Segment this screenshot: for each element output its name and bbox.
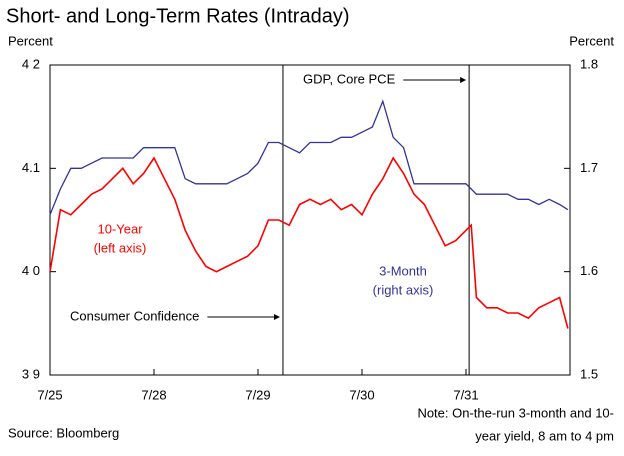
y-tick-label: 4 0 (22, 263, 40, 278)
chart-title: Short- and Long-Term Rates (Intraday) (6, 5, 350, 27)
source: Source: Bloomberg (8, 425, 119, 440)
series-note: (right axis) (373, 282, 434, 297)
y2-tick-label: 1.7 (580, 160, 598, 175)
note: year yield, 8 am to 4 pm (475, 428, 614, 443)
series-label: 10-Year (97, 221, 143, 236)
y-axis-label: Percent (8, 33, 53, 48)
y2-axis-label: Percent (569, 33, 614, 48)
y-tick-label: 3 9 (22, 366, 40, 381)
series-line (49, 156, 569, 329)
x-tick-label: 7/30 (349, 387, 374, 402)
y2-tick-label: 1.6 (580, 263, 598, 278)
note: Note: On-the-run 3-month and 10- (417, 405, 614, 420)
x-tick-label: 7/25 (37, 387, 62, 402)
y-tick-label: 4.1 (22, 160, 40, 175)
x-tick-label: 7/29 (245, 387, 270, 402)
y-tick-label: 4 2 (22, 56, 40, 71)
plot-frame (49, 64, 571, 376)
event-label: GDP, Core PCE (303, 71, 396, 86)
event-label: Consumer Confidence (70, 308, 199, 323)
event-arrowhead (460, 77, 467, 83)
series-note: (left axis) (94, 240, 147, 255)
series-label: 3-Month (379, 263, 427, 278)
series-line (49, 99, 569, 216)
event-arrowhead (273, 314, 280, 320)
x-tick-label: 7/31 (453, 387, 478, 402)
y2-tick-label: 1.5 (580, 366, 598, 381)
x-tick-label: 7/28 (141, 387, 166, 402)
y2-tick-label: 1.8 (580, 56, 598, 71)
